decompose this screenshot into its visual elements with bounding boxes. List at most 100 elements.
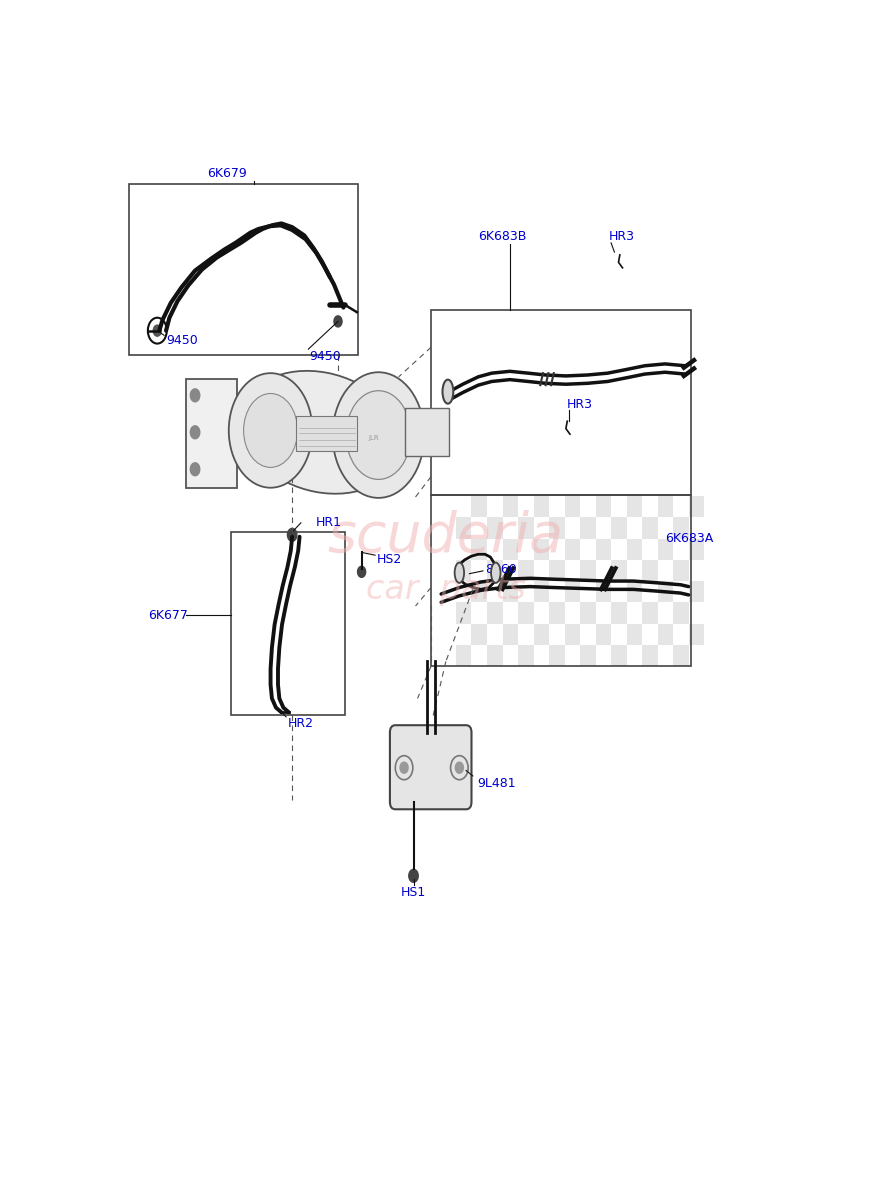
FancyBboxPatch shape bbox=[389, 725, 471, 809]
Bar bbox=[595, 539, 610, 559]
Text: 6K683B: 6K683B bbox=[478, 230, 526, 242]
Text: HR2: HR2 bbox=[287, 716, 313, 730]
Bar bbox=[641, 644, 657, 666]
Bar bbox=[487, 644, 502, 666]
Bar bbox=[580, 517, 595, 539]
Bar bbox=[595, 496, 610, 517]
Circle shape bbox=[287, 528, 296, 541]
Bar bbox=[657, 496, 673, 517]
Bar bbox=[533, 581, 548, 602]
Bar bbox=[533, 496, 548, 517]
Text: JLR: JLR bbox=[368, 434, 379, 440]
Bar bbox=[548, 602, 564, 624]
Bar bbox=[533, 624, 548, 644]
Bar bbox=[641, 559, 657, 581]
Bar bbox=[641, 602, 657, 624]
Circle shape bbox=[190, 426, 200, 439]
Bar bbox=[517, 517, 533, 539]
Bar bbox=[129, 184, 358, 355]
Bar bbox=[626, 496, 641, 517]
Bar bbox=[626, 624, 641, 644]
Bar bbox=[231, 532, 344, 715]
Bar bbox=[455, 559, 471, 581]
Text: HS1: HS1 bbox=[401, 886, 426, 899]
Bar bbox=[564, 496, 580, 517]
Bar bbox=[657, 624, 673, 644]
Bar bbox=[533, 539, 548, 559]
Ellipse shape bbox=[442, 379, 453, 403]
Bar bbox=[487, 559, 502, 581]
Bar bbox=[405, 408, 448, 456]
Bar bbox=[502, 539, 517, 559]
Circle shape bbox=[229, 373, 312, 487]
Bar bbox=[610, 602, 626, 624]
Bar bbox=[455, 517, 471, 539]
Bar bbox=[626, 581, 641, 602]
Bar bbox=[548, 644, 564, 666]
Circle shape bbox=[190, 389, 200, 402]
Ellipse shape bbox=[241, 371, 401, 493]
Bar bbox=[517, 644, 533, 666]
Text: HS2: HS2 bbox=[376, 553, 401, 566]
Bar bbox=[673, 517, 688, 539]
Bar bbox=[595, 581, 610, 602]
Bar bbox=[673, 602, 688, 624]
Bar bbox=[471, 539, 487, 559]
Bar bbox=[471, 624, 487, 644]
Bar bbox=[430, 496, 690, 666]
Bar bbox=[517, 559, 533, 581]
Circle shape bbox=[357, 566, 365, 577]
Bar bbox=[502, 496, 517, 517]
Bar bbox=[673, 559, 688, 581]
Text: HR3: HR3 bbox=[567, 398, 593, 412]
Text: scuderia: scuderia bbox=[328, 510, 563, 563]
Bar bbox=[455, 644, 471, 666]
Text: 6K679: 6K679 bbox=[208, 167, 247, 180]
Bar bbox=[657, 539, 673, 559]
Bar bbox=[564, 581, 580, 602]
FancyBboxPatch shape bbox=[186, 379, 236, 487]
Circle shape bbox=[332, 372, 424, 498]
Bar bbox=[548, 517, 564, 539]
Text: car  parts: car parts bbox=[366, 572, 525, 606]
Bar bbox=[517, 602, 533, 624]
Circle shape bbox=[408, 869, 418, 882]
Text: 9450: 9450 bbox=[309, 350, 341, 364]
Text: 8260: 8260 bbox=[484, 563, 516, 576]
Bar bbox=[673, 644, 688, 666]
Bar bbox=[487, 602, 502, 624]
Ellipse shape bbox=[490, 563, 500, 583]
Circle shape bbox=[153, 325, 161, 336]
Bar bbox=[455, 602, 471, 624]
Bar bbox=[657, 581, 673, 602]
Circle shape bbox=[243, 394, 297, 468]
Text: HR3: HR3 bbox=[608, 230, 634, 242]
Text: 9450: 9450 bbox=[166, 335, 197, 347]
Bar bbox=[610, 517, 626, 539]
Bar bbox=[688, 624, 703, 644]
Bar bbox=[641, 517, 657, 539]
Bar bbox=[430, 311, 690, 496]
Bar bbox=[688, 539, 703, 559]
Text: HR1: HR1 bbox=[315, 516, 342, 529]
Text: 6K677: 6K677 bbox=[148, 608, 188, 622]
Circle shape bbox=[400, 762, 408, 773]
Bar bbox=[580, 602, 595, 624]
Bar bbox=[564, 539, 580, 559]
Bar bbox=[471, 496, 487, 517]
Bar bbox=[688, 496, 703, 517]
Bar bbox=[548, 559, 564, 581]
Bar bbox=[502, 581, 517, 602]
Text: 9L481: 9L481 bbox=[476, 776, 515, 790]
Bar bbox=[487, 517, 502, 539]
Circle shape bbox=[334, 316, 342, 326]
Bar bbox=[471, 581, 487, 602]
Bar bbox=[564, 624, 580, 644]
Bar bbox=[595, 624, 610, 644]
Circle shape bbox=[346, 391, 410, 480]
Circle shape bbox=[190, 463, 200, 475]
Bar bbox=[502, 624, 517, 644]
Bar bbox=[610, 559, 626, 581]
Bar bbox=[626, 539, 641, 559]
Ellipse shape bbox=[454, 563, 463, 583]
